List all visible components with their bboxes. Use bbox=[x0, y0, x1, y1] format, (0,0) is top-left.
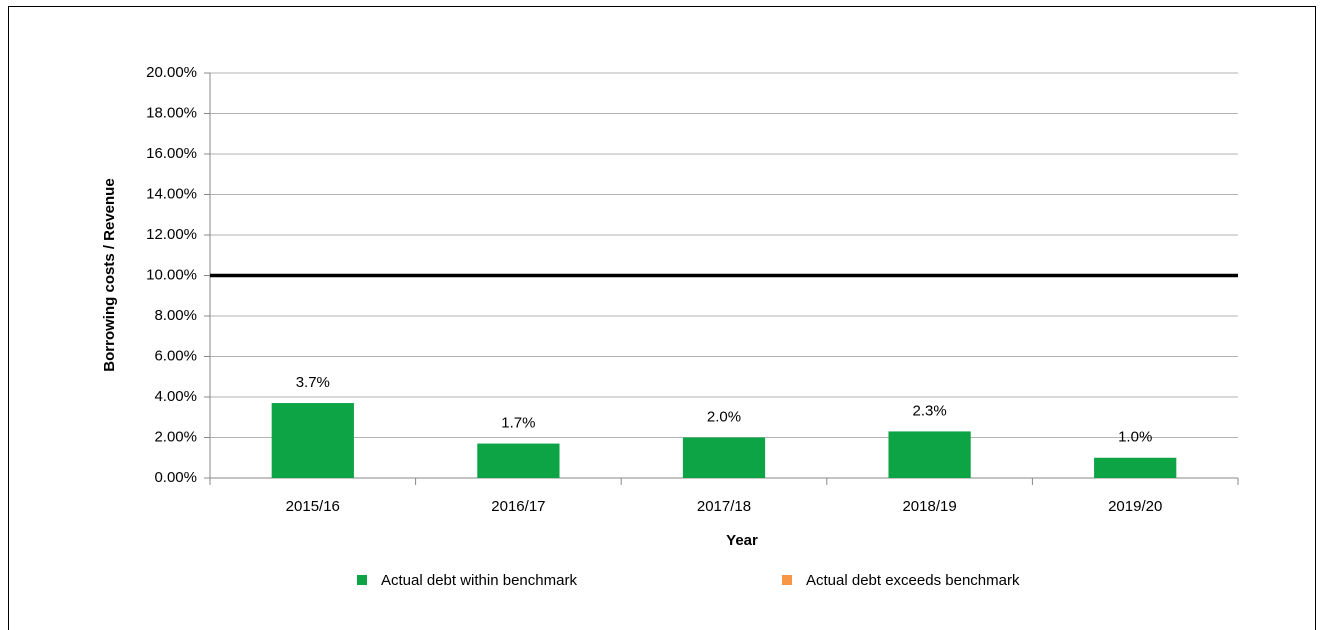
y-axis-title: Borrowing costs / Revenue bbox=[101, 178, 118, 371]
data-label: 1.7% bbox=[501, 415, 535, 432]
y-tick-label: 18.00% bbox=[146, 104, 197, 121]
bar bbox=[682, 437, 766, 478]
data-label: 1.0% bbox=[1118, 429, 1152, 446]
y-tick-label: 16.00% bbox=[146, 145, 197, 162]
legend-label: Actual debt within benchmark bbox=[381, 572, 577, 589]
y-tick-label: 20.00% bbox=[146, 64, 197, 81]
legend-swatch bbox=[782, 575, 792, 585]
x-tick-label: 2018/19 bbox=[902, 498, 956, 515]
legend-label: Actual debt exceeds benchmark bbox=[806, 572, 1020, 589]
data-label: 2.0% bbox=[707, 408, 741, 425]
y-tick-label: 12.00% bbox=[146, 226, 197, 243]
bar bbox=[1094, 457, 1177, 478]
y-tick-label: 8.00% bbox=[154, 307, 197, 324]
bar bbox=[477, 443, 560, 478]
bar bbox=[888, 431, 971, 478]
x-axis-title: Year bbox=[726, 532, 758, 549]
data-label: 3.7% bbox=[296, 374, 330, 391]
legend-swatch bbox=[357, 575, 367, 585]
y-tick-label: 14.00% bbox=[146, 185, 197, 202]
y-tick-label: 10.00% bbox=[146, 266, 197, 283]
x-tick-label: 2017/18 bbox=[697, 498, 751, 515]
bar bbox=[271, 403, 354, 478]
x-tick-label: 2016/17 bbox=[491, 498, 545, 515]
y-tick-label: 2.00% bbox=[154, 428, 197, 445]
y-tick-label: 4.00% bbox=[154, 388, 197, 405]
y-tick-label: 0.00% bbox=[154, 469, 197, 486]
y-tick-label: 6.00% bbox=[154, 347, 197, 364]
x-tick-label: 2019/20 bbox=[1108, 498, 1162, 515]
chart-frame bbox=[8, 6, 1316, 630]
x-tick-label: 2015/16 bbox=[286, 498, 340, 515]
data-label: 2.3% bbox=[912, 402, 946, 419]
